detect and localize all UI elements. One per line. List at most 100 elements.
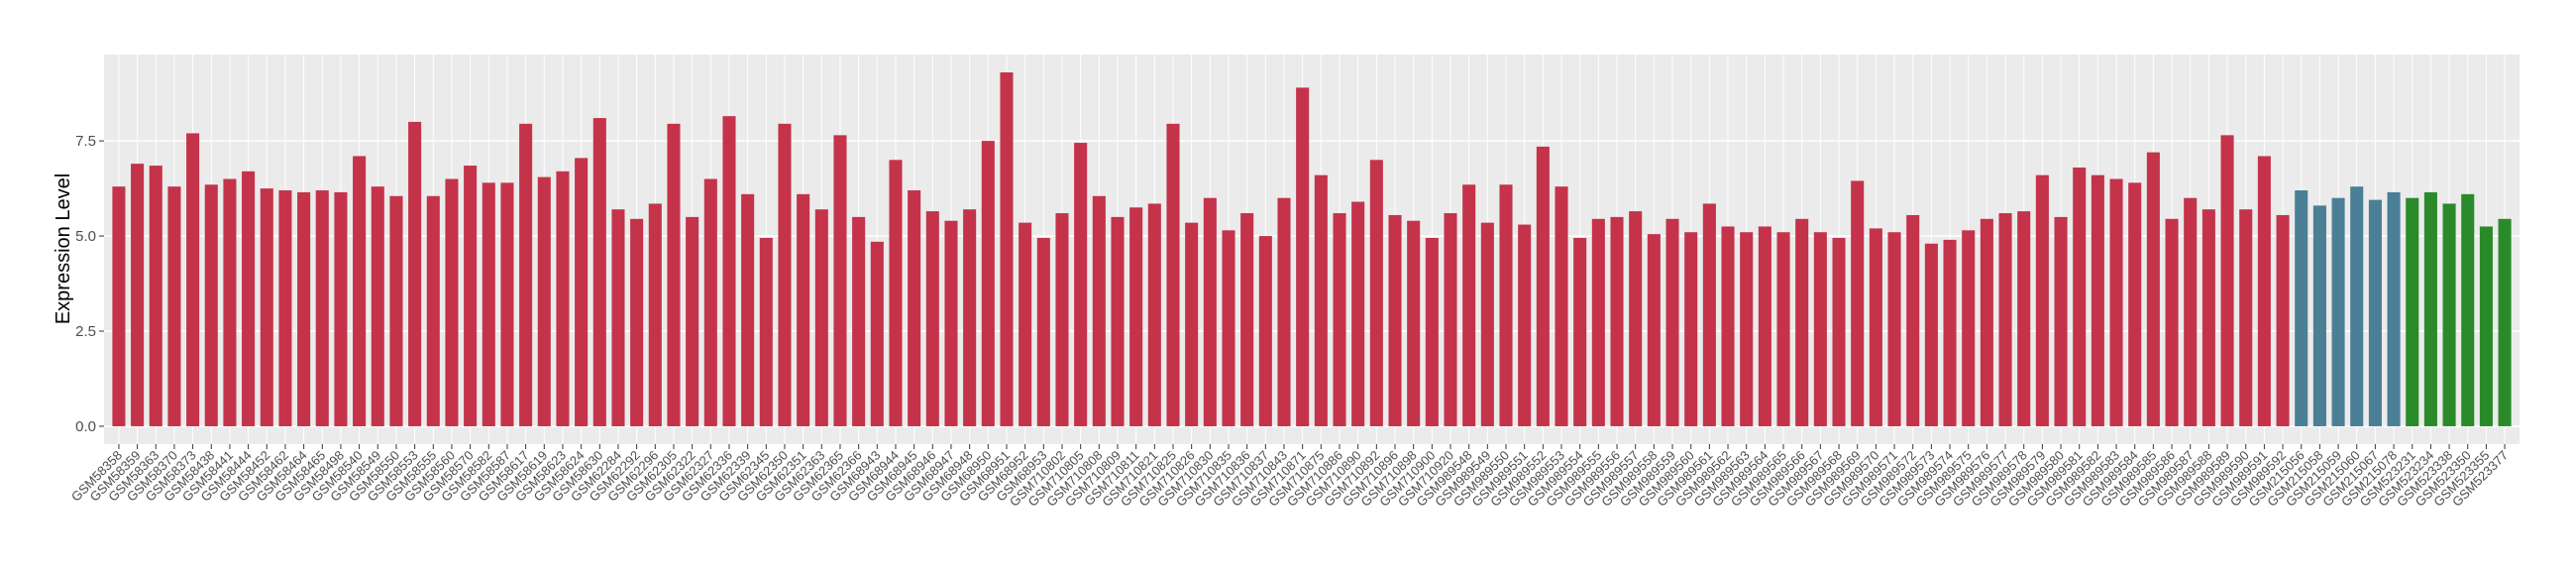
bar	[1036, 237, 1050, 426]
bar	[648, 203, 662, 426]
bar	[2146, 152, 2160, 426]
bar	[686, 216, 699, 426]
bar	[759, 237, 773, 426]
bar	[1499, 184, 1513, 426]
bar	[278, 190, 292, 426]
bar	[1776, 232, 1790, 426]
bar	[2350, 186, 2364, 426]
bar	[2295, 190, 2308, 426]
bar	[556, 171, 570, 426]
bar	[1258, 236, 1272, 426]
bar	[1444, 213, 1457, 426]
bar	[1277, 197, 1291, 426]
bar	[944, 220, 958, 426]
bar	[1887, 232, 1901, 426]
bar	[1240, 213, 1254, 426]
bar	[464, 166, 478, 426]
bar	[1813, 232, 1827, 426]
bar	[408, 121, 422, 426]
bar	[1555, 186, 1568, 426]
bar	[797, 193, 810, 426]
bar	[2442, 203, 2456, 426]
bar	[167, 186, 181, 426]
bar	[852, 216, 866, 426]
bar	[500, 182, 514, 426]
bar	[667, 123, 681, 426]
y-tick-label: 0.0	[75, 418, 96, 435]
bar	[963, 209, 977, 426]
bar	[1314, 174, 1328, 426]
bar	[1019, 222, 1032, 426]
bar	[2406, 197, 2419, 426]
bar	[204, 184, 218, 426]
bar	[575, 158, 589, 426]
bar	[2201, 209, 2215, 426]
bar	[1074, 143, 1088, 426]
bar	[2184, 197, 2198, 426]
bar	[1111, 216, 1125, 426]
bar	[2461, 193, 2475, 426]
bar	[334, 191, 348, 426]
bar	[1998, 213, 2012, 426]
bar	[2073, 167, 2087, 426]
y-axis-title: Expression Level	[53, 173, 74, 324]
bar	[1906, 214, 1920, 426]
bar	[131, 164, 145, 426]
bar	[1147, 203, 1161, 426]
bar	[186, 133, 200, 426]
bar	[1480, 222, 1494, 426]
bar	[1407, 220, 1421, 426]
bar	[1962, 230, 1976, 426]
bar	[297, 191, 311, 426]
bar	[1369, 160, 1383, 426]
bar	[1425, 237, 1439, 426]
bar	[1684, 232, 1698, 426]
bar	[592, 118, 606, 426]
bar	[2498, 218, 2512, 426]
bar	[2220, 135, 2234, 426]
bar	[1462, 184, 1476, 426]
bar	[2312, 205, 2326, 426]
bar	[1518, 224, 1532, 426]
bar	[112, 186, 126, 426]
bar	[2035, 174, 2049, 426]
bar	[2109, 178, 2123, 426]
bar	[1980, 218, 1993, 426]
bar	[1222, 230, 1235, 426]
bar	[445, 178, 459, 426]
bar	[1203, 197, 1217, 426]
bar	[1166, 123, 1180, 426]
bar	[1610, 216, 1624, 426]
bar	[353, 156, 367, 426]
bar	[260, 188, 273, 426]
bar	[889, 160, 903, 426]
bar	[1665, 218, 1679, 426]
bar	[833, 135, 847, 426]
y-tick-label: 5.0	[75, 228, 96, 245]
bar	[2479, 226, 2493, 426]
bar	[722, 116, 736, 426]
bar	[2165, 218, 2179, 426]
bar	[482, 182, 495, 426]
bar	[778, 123, 792, 426]
bar	[2331, 197, 2345, 426]
bar	[925, 211, 939, 426]
bar	[1924, 243, 1938, 426]
bar	[2054, 216, 2068, 426]
bar	[1758, 226, 1771, 426]
bar	[741, 193, 755, 426]
bar	[1333, 213, 1346, 426]
bar	[1129, 207, 1143, 426]
bar	[908, 190, 921, 426]
bar	[149, 166, 162, 426]
bar	[1943, 239, 1957, 426]
bar	[1296, 87, 1310, 426]
bar	[2368, 199, 2382, 426]
bar	[315, 190, 329, 426]
bar	[1573, 237, 1587, 426]
bar	[1740, 232, 1754, 426]
bar	[1092, 195, 1106, 426]
bar	[1832, 237, 1846, 426]
bar	[2239, 209, 2253, 426]
